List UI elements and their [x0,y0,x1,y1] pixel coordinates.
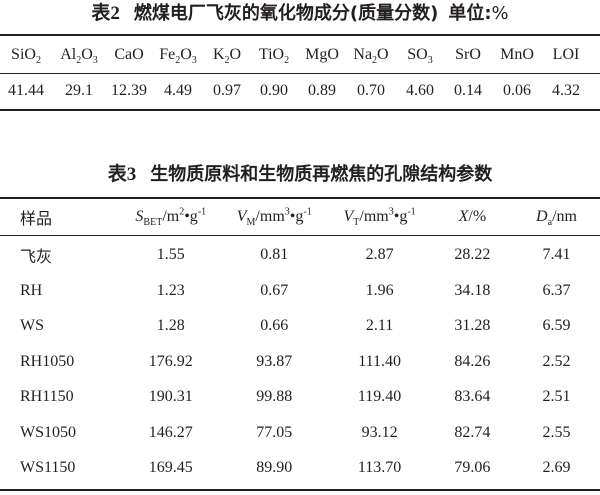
table3-cell-vm: 77.05 [256,423,293,441]
table3-cell-vm: 0.81 [260,246,289,263]
table3-header-row: 样品 SBET/m2•g-1 VM/mm3•g-1 VT/mm3•g-1 X/%… [0,201,600,233]
table3-cell-vm: 89.90 [256,459,293,476]
header-x: X/% [458,208,487,225]
table3-cell-x: 79.06 [454,459,491,476]
table3-cell-name: RH1150 [20,388,74,405]
table3-cell-da: 7.41 [542,246,571,263]
table3-cell-name: WS1050 [20,423,76,441]
table2-number: 表2 [91,3,120,24]
table2-top-rule [0,34,600,36]
table3-cell-x: 82.74 [454,423,491,441]
table2-value-cell: 12.39 [111,82,147,99]
table3-cell-vt: 111.40 [358,352,401,370]
table3-cell-sbet: 169.45 [148,459,193,476]
table2-value-cell: 29.1 [65,82,93,99]
table3-cell-vm: 0.67 [260,281,289,299]
table2-header-cell: CaO [114,46,144,63]
table2-header-cell: SiO2 [11,46,41,67]
table3-cell-sbet: 146.27 [148,423,193,441]
table3-cell-da: 2.51 [542,388,571,405]
table3-cell-x: 84.26 [454,352,491,370]
table2-header-cell: LOI [552,46,580,63]
table3-cell-vm: 93.87 [256,352,293,370]
table3-cell-x: 28.22 [454,246,491,263]
table2-header-cell: SO3 [407,46,433,67]
table3-cell-vm: 99.88 [256,388,293,405]
table3-bottom-rule [0,489,600,491]
table3-cell-sbet: 176.92 [148,352,193,370]
table2-value-cell: 0.06 [503,82,531,99]
table2-value-cell: 4.49 [164,82,192,99]
table2-unit: 单位:% [448,3,509,24]
table2-value-cell: 0.14 [454,82,482,99]
table-row: WS1150 169.45 89.90 113.70 79.06 2.69 [0,453,600,483]
table2-value-row: 41.44 29.1 12.39 4.49 0.97 0.90 0.89 0.70 4.60 0.… [0,77,600,105]
table3-cell-da: 6.37 [542,281,571,299]
table3-cell-da: 2.55 [542,423,571,441]
table2-header-cell: K2O [212,46,242,67]
table3-cell-da: 2.69 [542,459,571,476]
table3-number: 表3 [107,164,137,185]
table-row: RH 1.23 0.67 1.96 34.18 6.37 [0,276,600,306]
table2-header-cell: MgO [305,46,339,63]
table3-cell-vt: 2.87 [365,246,394,263]
table3-cell-vt: 119.40 [357,388,402,405]
table3-caption: 表3 生物质原料和生物质再燃焦的孔隙结构参数 [0,164,600,186]
table3-cell-name: 飞灰 [20,247,53,266]
table2-value-cell: 0.89 [308,82,336,99]
table2-value-cell: 0.90 [260,82,288,99]
table3-cell-x: 34.18 [454,281,491,299]
table2-header-cell: Al2O3 [60,46,98,67]
table2-header-cell: TiO2 [258,46,290,67]
table2-header-cell: Fe2O3 [159,46,197,67]
table3-cell-sbet: 1.28 [156,317,185,334]
table3-cell-sbet: 190.31 [148,388,193,405]
table2-value-cell: 41.44 [8,82,44,99]
table3-cell-name: RH [20,281,43,299]
header-sbet: SBET/m2•g-1 [135,206,207,229]
table2-caption: 表2 燃煤电厂飞灰的氧化物成分(质量分数) 单位:% [0,3,600,25]
table3-cell-da: 2.52 [542,352,571,370]
table3-cell-vt: 113.70 [357,459,402,476]
table3-cell-sbet: 1.55 [156,246,185,263]
table3-cell-name: RH1050 [20,352,75,370]
table3-cell-da: 6.59 [542,317,571,334]
table2-title: 燃煤电厂飞灰的氧化物成分(质量分数) [133,3,439,24]
table-row: WS1050 146.27 77.05 93.12 82.74 2.55 [0,418,600,448]
table2-bottom-rule [0,109,600,111]
table3-title: 生物质原料和生物质再燃焦的孔隙结构参数 [150,164,493,185]
table2-header-cell: MnO [500,46,534,63]
table2-value-cell: 4.32 [552,82,580,99]
table3-cell-x: 83.64 [454,388,491,405]
table2-mid-rule [0,73,600,74]
table2-value-cell: 4.60 [406,82,434,99]
header-vt: VT/mm3•g-1 [343,206,416,229]
table2-header-cell: SrO [455,46,481,63]
table3-cell-vt: 2.11 [365,317,394,334]
header-da: Da/nm [536,208,577,229]
header-vm: VM/mm3•g-1 [236,206,312,229]
table2-header-cell: Na2O [353,46,389,67]
table-row: WS 1.28 0.66 2.11 31.28 6.59 [0,311,600,341]
table-row: RH1050 176.92 93.87 111.40 84.26 2.52 [0,347,600,377]
table-row: 飞灰 1.55 0.81 2.87 28.22 7.41 [0,240,600,270]
header-sample: 样品 [20,209,53,228]
table3-cell-name: WS1150 [20,459,76,476]
table3-mid-rule [0,235,600,236]
table2-value-cell: 0.97 [213,82,241,99]
table3-top-rule [0,197,600,199]
table2-value-cell: 0.70 [357,82,385,99]
table3-cell-vm: 0.66 [260,317,289,334]
table3-cell-vt: 1.96 [365,281,394,299]
table-row: RH1150 190.31 99.88 119.40 83.64 2.51 [0,382,600,412]
table3-cell-sbet: 1.23 [156,281,185,299]
table3-cell-name: WS [20,317,44,334]
table2-header-row: SiO2 Al2O3 CaO Fe2O3 K2O TiO2 MgO Na2O SO3 SrO MnO… [0,40,600,70]
table3-cell-x: 31.28 [454,317,491,334]
table3-cell-vt: 93.12 [361,423,398,441]
